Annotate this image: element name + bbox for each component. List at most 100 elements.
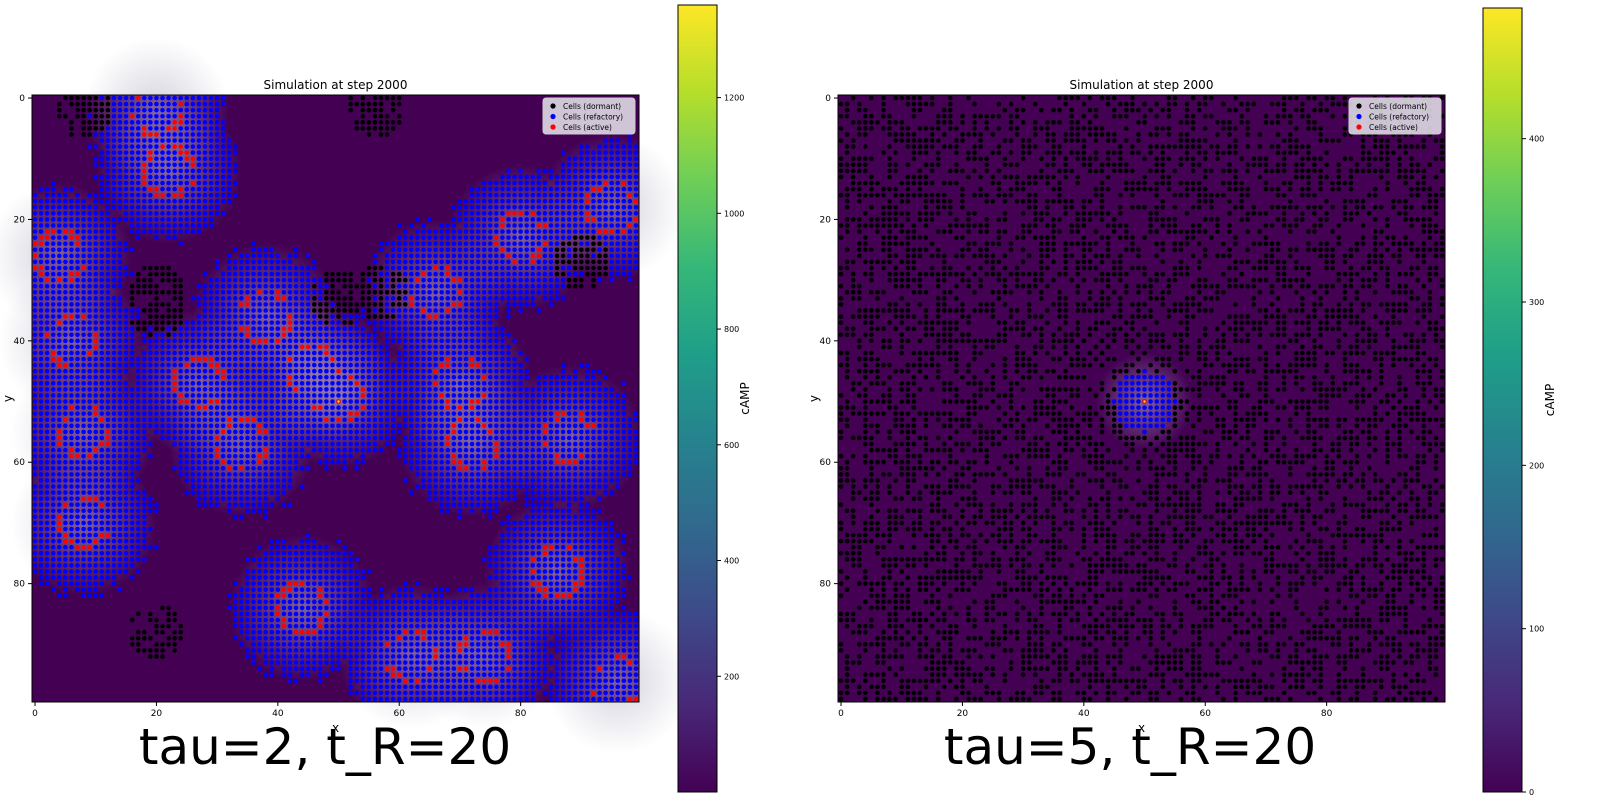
cell-active bbox=[500, 247, 505, 253]
cell-refactory bbox=[81, 198, 86, 204]
cell-refactory bbox=[178, 132, 184, 137]
cell-refactory bbox=[560, 435, 566, 441]
cell-active bbox=[141, 132, 147, 137]
cell-refactory bbox=[105, 544, 111, 550]
cell-refactory bbox=[160, 198, 165, 204]
cell-refactory bbox=[202, 411, 208, 416]
cell-active bbox=[585, 198, 590, 204]
cell-refactory bbox=[148, 211, 153, 216]
cell-refactory bbox=[566, 538, 572, 544]
cell-refactory bbox=[57, 465, 62, 471]
cell-refactory bbox=[111, 508, 117, 514]
cell-refactory bbox=[117, 429, 123, 435]
cell-refactory bbox=[105, 150, 111, 155]
cell-refactory bbox=[93, 356, 99, 362]
cell-refactory bbox=[579, 156, 584, 162]
cell-active bbox=[530, 211, 536, 216]
cell-active bbox=[75, 235, 80, 240]
cell-refactory bbox=[32, 283, 38, 289]
cell-refactory bbox=[415, 423, 420, 429]
cell-active bbox=[451, 429, 457, 435]
cell-active bbox=[579, 411, 584, 416]
cell-dormant bbox=[360, 302, 366, 307]
cell-refactory bbox=[415, 393, 420, 398]
cell-refactory bbox=[172, 150, 177, 155]
cell-refactory bbox=[299, 393, 305, 398]
cell-refactory bbox=[281, 393, 287, 398]
cell-dormant bbox=[99, 126, 105, 131]
cell-refactory bbox=[281, 289, 287, 295]
cell-refactory bbox=[105, 186, 111, 192]
cell-refactory bbox=[166, 411, 171, 416]
cell-refactory bbox=[560, 150, 566, 155]
cell-refactory bbox=[208, 296, 214, 301]
cell-refactory bbox=[481, 472, 487, 477]
cell-refactory bbox=[202, 368, 208, 374]
cell-refactory bbox=[214, 441, 220, 447]
cell-refactory bbox=[239, 502, 244, 508]
cell-refactory bbox=[463, 496, 469, 501]
cell-refactory bbox=[214, 265, 220, 271]
cell-refactory bbox=[427, 338, 432, 344]
cell-refactory bbox=[99, 229, 105, 234]
cell-refactory bbox=[293, 381, 299, 386]
cell-refactory bbox=[597, 538, 602, 544]
cell-refactory bbox=[560, 465, 566, 471]
cell-refactory bbox=[190, 168, 196, 174]
cell-refactory bbox=[226, 490, 232, 495]
cell-refactory bbox=[117, 411, 123, 416]
cell-refactory bbox=[500, 211, 505, 216]
cell-active bbox=[299, 344, 305, 350]
cell-refactory bbox=[627, 138, 633, 143]
cell-dormant bbox=[178, 289, 184, 295]
cell-refactory bbox=[172, 217, 177, 222]
cell-dormant bbox=[69, 101, 74, 107]
cell-refactory bbox=[433, 441, 438, 447]
cell-refactory bbox=[208, 113, 214, 119]
cell-refactory bbox=[154, 411, 159, 416]
cell-refactory bbox=[105, 320, 111, 325]
cell-dormant bbox=[366, 283, 372, 289]
cell-refactory bbox=[360, 447, 366, 453]
cell-refactory bbox=[281, 472, 287, 477]
cell-refactory bbox=[536, 532, 542, 538]
cell-refactory bbox=[481, 204, 487, 210]
cell-refactory bbox=[409, 344, 414, 350]
cell-refactory bbox=[475, 453, 481, 459]
cell-refactory bbox=[214, 326, 220, 332]
cell-refactory bbox=[214, 259, 220, 265]
cell-refactory bbox=[148, 180, 153, 186]
cell-refactory bbox=[487, 393, 493, 398]
cell-refactory bbox=[160, 393, 165, 398]
cell-refactory bbox=[32, 514, 38, 520]
cell-refactory bbox=[457, 229, 463, 234]
cell-refactory bbox=[99, 289, 105, 295]
cell-refactory bbox=[354, 459, 360, 465]
cell-refactory bbox=[141, 350, 147, 356]
cell-refactory bbox=[178, 350, 184, 356]
cell-refactory bbox=[135, 314, 141, 319]
cell-refactory bbox=[111, 502, 117, 508]
cell-refactory bbox=[554, 496, 560, 501]
cell-refactory bbox=[342, 350, 347, 356]
cell-refactory bbox=[457, 235, 463, 240]
cell-refactory bbox=[603, 417, 608, 423]
cell-refactory bbox=[603, 399, 608, 404]
cell-refactory bbox=[87, 526, 92, 532]
cell-refactory bbox=[81, 447, 86, 453]
cell-refactory bbox=[615, 417, 621, 423]
cell-active bbox=[427, 314, 432, 319]
cell-refactory bbox=[536, 514, 542, 520]
cell-refactory bbox=[50, 223, 56, 228]
cell-refactory bbox=[554, 223, 560, 228]
cell-refactory bbox=[57, 532, 62, 538]
cell-refactory bbox=[226, 502, 232, 508]
cell-refactory bbox=[75, 259, 80, 265]
cell-refactory bbox=[318, 332, 323, 338]
cell-refactory bbox=[208, 120, 214, 125]
cell-refactory bbox=[566, 532, 572, 538]
cell-refactory bbox=[99, 496, 105, 501]
cell-refactory bbox=[44, 186, 50, 192]
cell-refactory bbox=[239, 308, 244, 313]
cell-refactory bbox=[69, 289, 74, 295]
